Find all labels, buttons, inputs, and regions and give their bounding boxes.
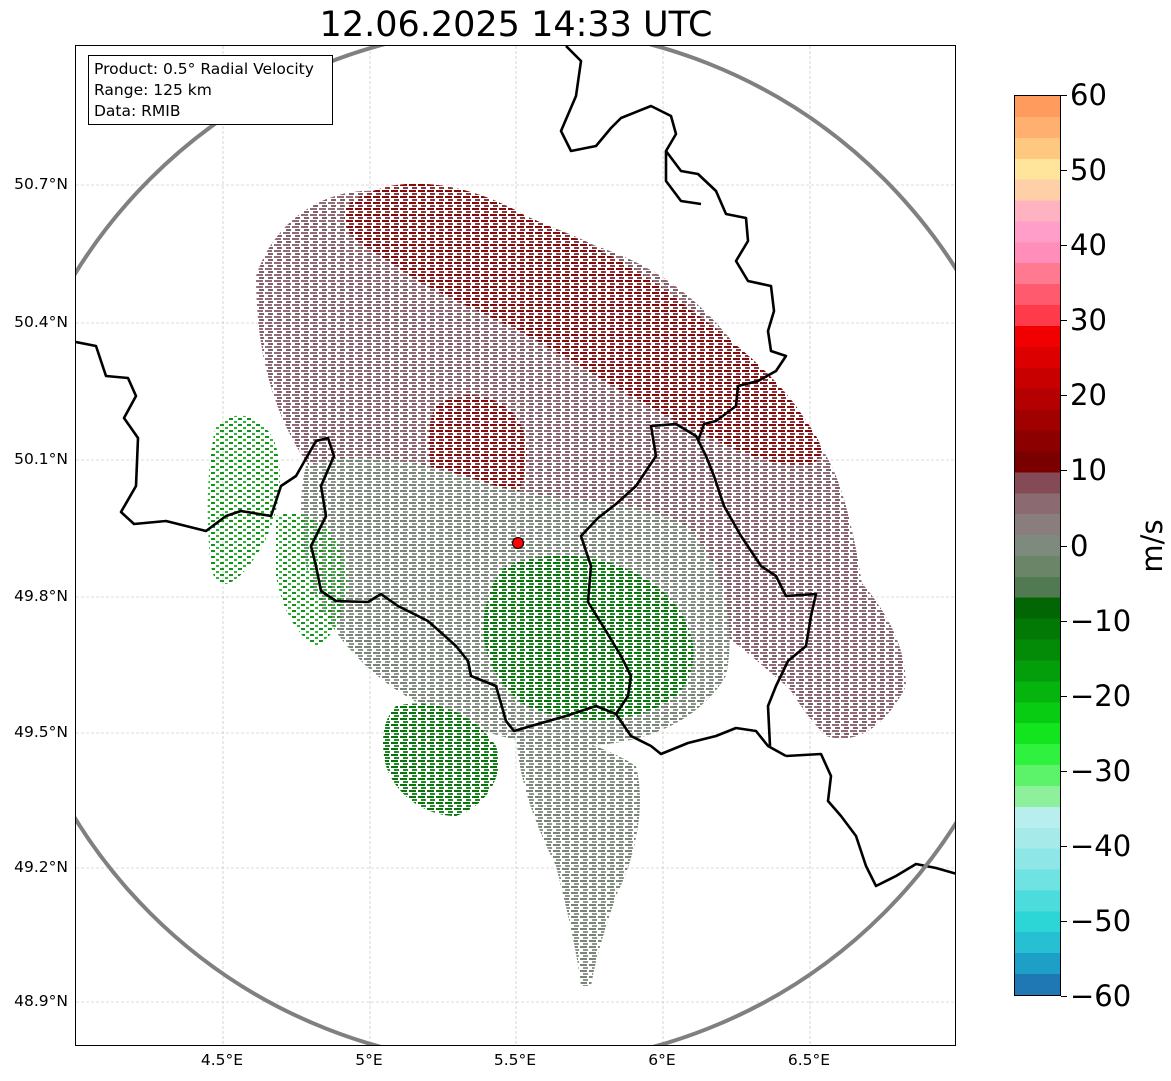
colorbar-tick-mark bbox=[1061, 320, 1067, 321]
colorbar-tick-mark bbox=[1061, 696, 1067, 697]
map-panel[interactable] bbox=[75, 45, 956, 1046]
colorbar-tick-mark bbox=[1061, 771, 1067, 772]
colorbar-tick-label: 10 bbox=[1070, 453, 1107, 488]
lon-tick: 6.5°E bbox=[787, 1051, 831, 1069]
echo-green-west bbox=[207, 415, 280, 585]
colorbar bbox=[1014, 95, 1061, 996]
country-borders bbox=[76, 46, 955, 888]
lon-tick: 6°E bbox=[648, 1051, 676, 1069]
border-lux-west bbox=[504, 704, 787, 758]
lat-tick: 50.1°N bbox=[14, 450, 68, 468]
colorbar-tick-label: 50 bbox=[1070, 153, 1107, 188]
border-north-2 bbox=[664, 151, 702, 206]
lat-tick: 50.4°N bbox=[14, 313, 68, 331]
colorbar-tick-label: −60 bbox=[1070, 979, 1132, 1013]
colorbar-tick-mark bbox=[1061, 621, 1067, 622]
lon-tick: 4.5°E bbox=[200, 1051, 244, 1069]
lat-tick: 48.9°N bbox=[14, 992, 68, 1010]
echo-gray-south bbox=[516, 726, 640, 986]
lat-tick: 49.5°N bbox=[14, 723, 68, 741]
colorbar-tick-mark bbox=[1061, 395, 1067, 396]
colorbar-tick-mark bbox=[1061, 921, 1067, 922]
echo-red-north bbox=[344, 183, 822, 466]
colorbar-tick-label: 60 bbox=[1070, 78, 1107, 112]
colorbar-tick-label: 40 bbox=[1070, 228, 1107, 263]
colorbar-tick-label: −20 bbox=[1070, 678, 1132, 713]
border-northwest bbox=[76, 340, 508, 722]
colorbar-tick-mark bbox=[1061, 95, 1067, 96]
colorbar-tick-label: 30 bbox=[1070, 303, 1107, 338]
colorbar-tick-mark bbox=[1061, 546, 1067, 547]
range-label: Range: 125 km bbox=[94, 81, 212, 99]
product-label: Product: 0.5° Radial Velocity bbox=[94, 60, 314, 78]
colorbar-tick-mark bbox=[1061, 170, 1067, 171]
radar-site-marker bbox=[512, 537, 524, 549]
colorbar-tick-label: −40 bbox=[1070, 828, 1132, 863]
echo-green-center bbox=[483, 555, 694, 720]
colorbar-tick-label: −30 bbox=[1070, 753, 1132, 788]
colorbar-tick-mark bbox=[1061, 470, 1067, 471]
colorbar-unit: m/s bbox=[1135, 519, 1169, 573]
radar-echoes bbox=[207, 183, 906, 986]
lon-tick: 5°E bbox=[355, 1051, 383, 1069]
colorbar-tick-mark bbox=[1061, 996, 1067, 997]
lat-tick: 49.2°N bbox=[14, 858, 68, 876]
border-lux-east bbox=[579, 422, 818, 747]
colorbar-tick-mark bbox=[1061, 245, 1067, 246]
colorbar-tick-label: 0 bbox=[1070, 528, 1089, 563]
colorbar-tick-label: −10 bbox=[1070, 603, 1132, 638]
colorbar-tick-label: −50 bbox=[1070, 903, 1132, 938]
colorbar-tick-label: 20 bbox=[1070, 378, 1107, 413]
info-box: Product: 0.5° Radial Velocity Range: 125… bbox=[88, 55, 333, 125]
colorbar-tick-mark bbox=[1061, 846, 1067, 847]
echo-green-sw bbox=[383, 703, 499, 816]
echo-green-mid-west bbox=[276, 513, 347, 646]
border-north bbox=[559, 46, 788, 442]
border-germany-east bbox=[785, 752, 955, 888]
page-title: 12.06.2025 14:33 UTC bbox=[319, 5, 713, 45]
radar-map bbox=[76, 46, 955, 1045]
data-source-label: Data: RMIB bbox=[94, 102, 181, 120]
lat-tick: 49.8°N bbox=[14, 587, 68, 605]
lat-tick: 50.7°N bbox=[14, 175, 68, 193]
lon-tick: 5.5°E bbox=[493, 1051, 537, 1069]
